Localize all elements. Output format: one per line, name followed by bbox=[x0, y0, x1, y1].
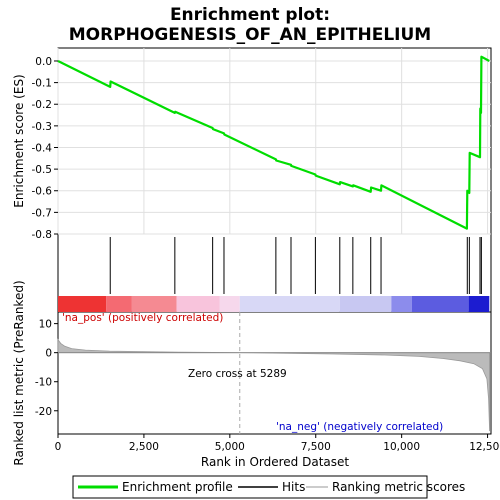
x-tick-label: 12,500 bbox=[469, 441, 500, 453]
colorbar-segment bbox=[468, 296, 490, 312]
legend-enrichment-label: Enrichment profile bbox=[122, 480, 233, 494]
zero-cross-label: Zero cross at 5289 bbox=[188, 368, 287, 380]
x-axis-label: Rank in Ordered Dataset bbox=[201, 455, 349, 469]
metric-y-tick-label: -10 bbox=[35, 377, 52, 389]
metric-y-tick-label: 10 bbox=[39, 319, 52, 331]
es-y-axis-label: Enrichment score (ES) bbox=[12, 74, 26, 207]
x-tick-label: 2,500 bbox=[129, 441, 159, 453]
metric-y-tick-label: 0 bbox=[45, 348, 52, 360]
negative-correlation-label: 'na_neg' (negatively correlated) bbox=[276, 421, 443, 433]
chart-title-line2: MORPHOGENESIS_OF_AN_EPITHELIUM bbox=[69, 25, 431, 45]
x-tick-label: 10,000 bbox=[383, 441, 420, 453]
legend: Enrichment profile Hits Ranking metric s… bbox=[72, 475, 465, 499]
colorbar-segment bbox=[239, 296, 340, 312]
metric-y-axis: 10 0 -10 -20 bbox=[35, 319, 58, 418]
es-y-tick-label: -0.7 bbox=[32, 207, 53, 219]
chart-title-line1: Enrichment plot: bbox=[170, 5, 330, 25]
es-grid bbox=[57, 48, 491, 235]
es-y-tick-label: 0.0 bbox=[35, 56, 52, 68]
x-axis: 0 2,500 5,000 7,500 10,000 12,500 bbox=[55, 434, 500, 453]
metric-y-axis-label: Ranked list metric (PreRanked) bbox=[12, 280, 26, 465]
es-y-tick-label: -0.8 bbox=[32, 229, 53, 241]
colorbar-segment bbox=[58, 296, 107, 312]
metric-y-tick-label: -20 bbox=[35, 406, 52, 418]
es-y-tick-label: -0.6 bbox=[32, 186, 53, 198]
ranking-metric-area bbox=[57, 338, 490, 432]
x-tick-label: 0 bbox=[55, 441, 62, 453]
legend-metric-label: Ranking metric scores bbox=[332, 480, 465, 494]
es-y-tick-label: -0.3 bbox=[32, 121, 53, 133]
es-y-axis: 0.0 -0.1 -0.2 -0.3 -0.4 -0.5 -0.6 -0.7 -0.8 bbox=[32, 56, 58, 241]
colorbar-segment bbox=[411, 296, 469, 312]
colorbar-segment bbox=[106, 296, 132, 312]
colorbar-segment bbox=[391, 296, 412, 312]
colorbar-segment bbox=[176, 296, 220, 312]
enrichment-profile-line bbox=[57, 55, 490, 230]
es-y-tick-label: -0.2 bbox=[32, 99, 53, 111]
es-panel bbox=[57, 47, 492, 235]
colorbar-segment bbox=[219, 296, 240, 312]
hits-layer bbox=[109, 237, 482, 294]
positive-correlation-label: 'na_pos' (positively correlated) bbox=[62, 312, 223, 324]
colorbar-segment bbox=[131, 296, 177, 312]
es-curve-layer bbox=[57, 55, 490, 230]
es-y-tick-label: -0.4 bbox=[32, 142, 53, 154]
x-tick-label: 7,500 bbox=[301, 441, 331, 453]
x-tick-label: 5,000 bbox=[215, 441, 245, 453]
colorbar-segment bbox=[339, 296, 392, 312]
metric-panel bbox=[57, 311, 492, 435]
legend-hits-label: Hits bbox=[282, 480, 305, 494]
metric-layer bbox=[57, 312, 491, 434]
rank-colorbar bbox=[58, 296, 490, 312]
es-y-tick-label: -0.1 bbox=[32, 78, 53, 90]
es-y-tick-label: -0.5 bbox=[32, 164, 53, 176]
